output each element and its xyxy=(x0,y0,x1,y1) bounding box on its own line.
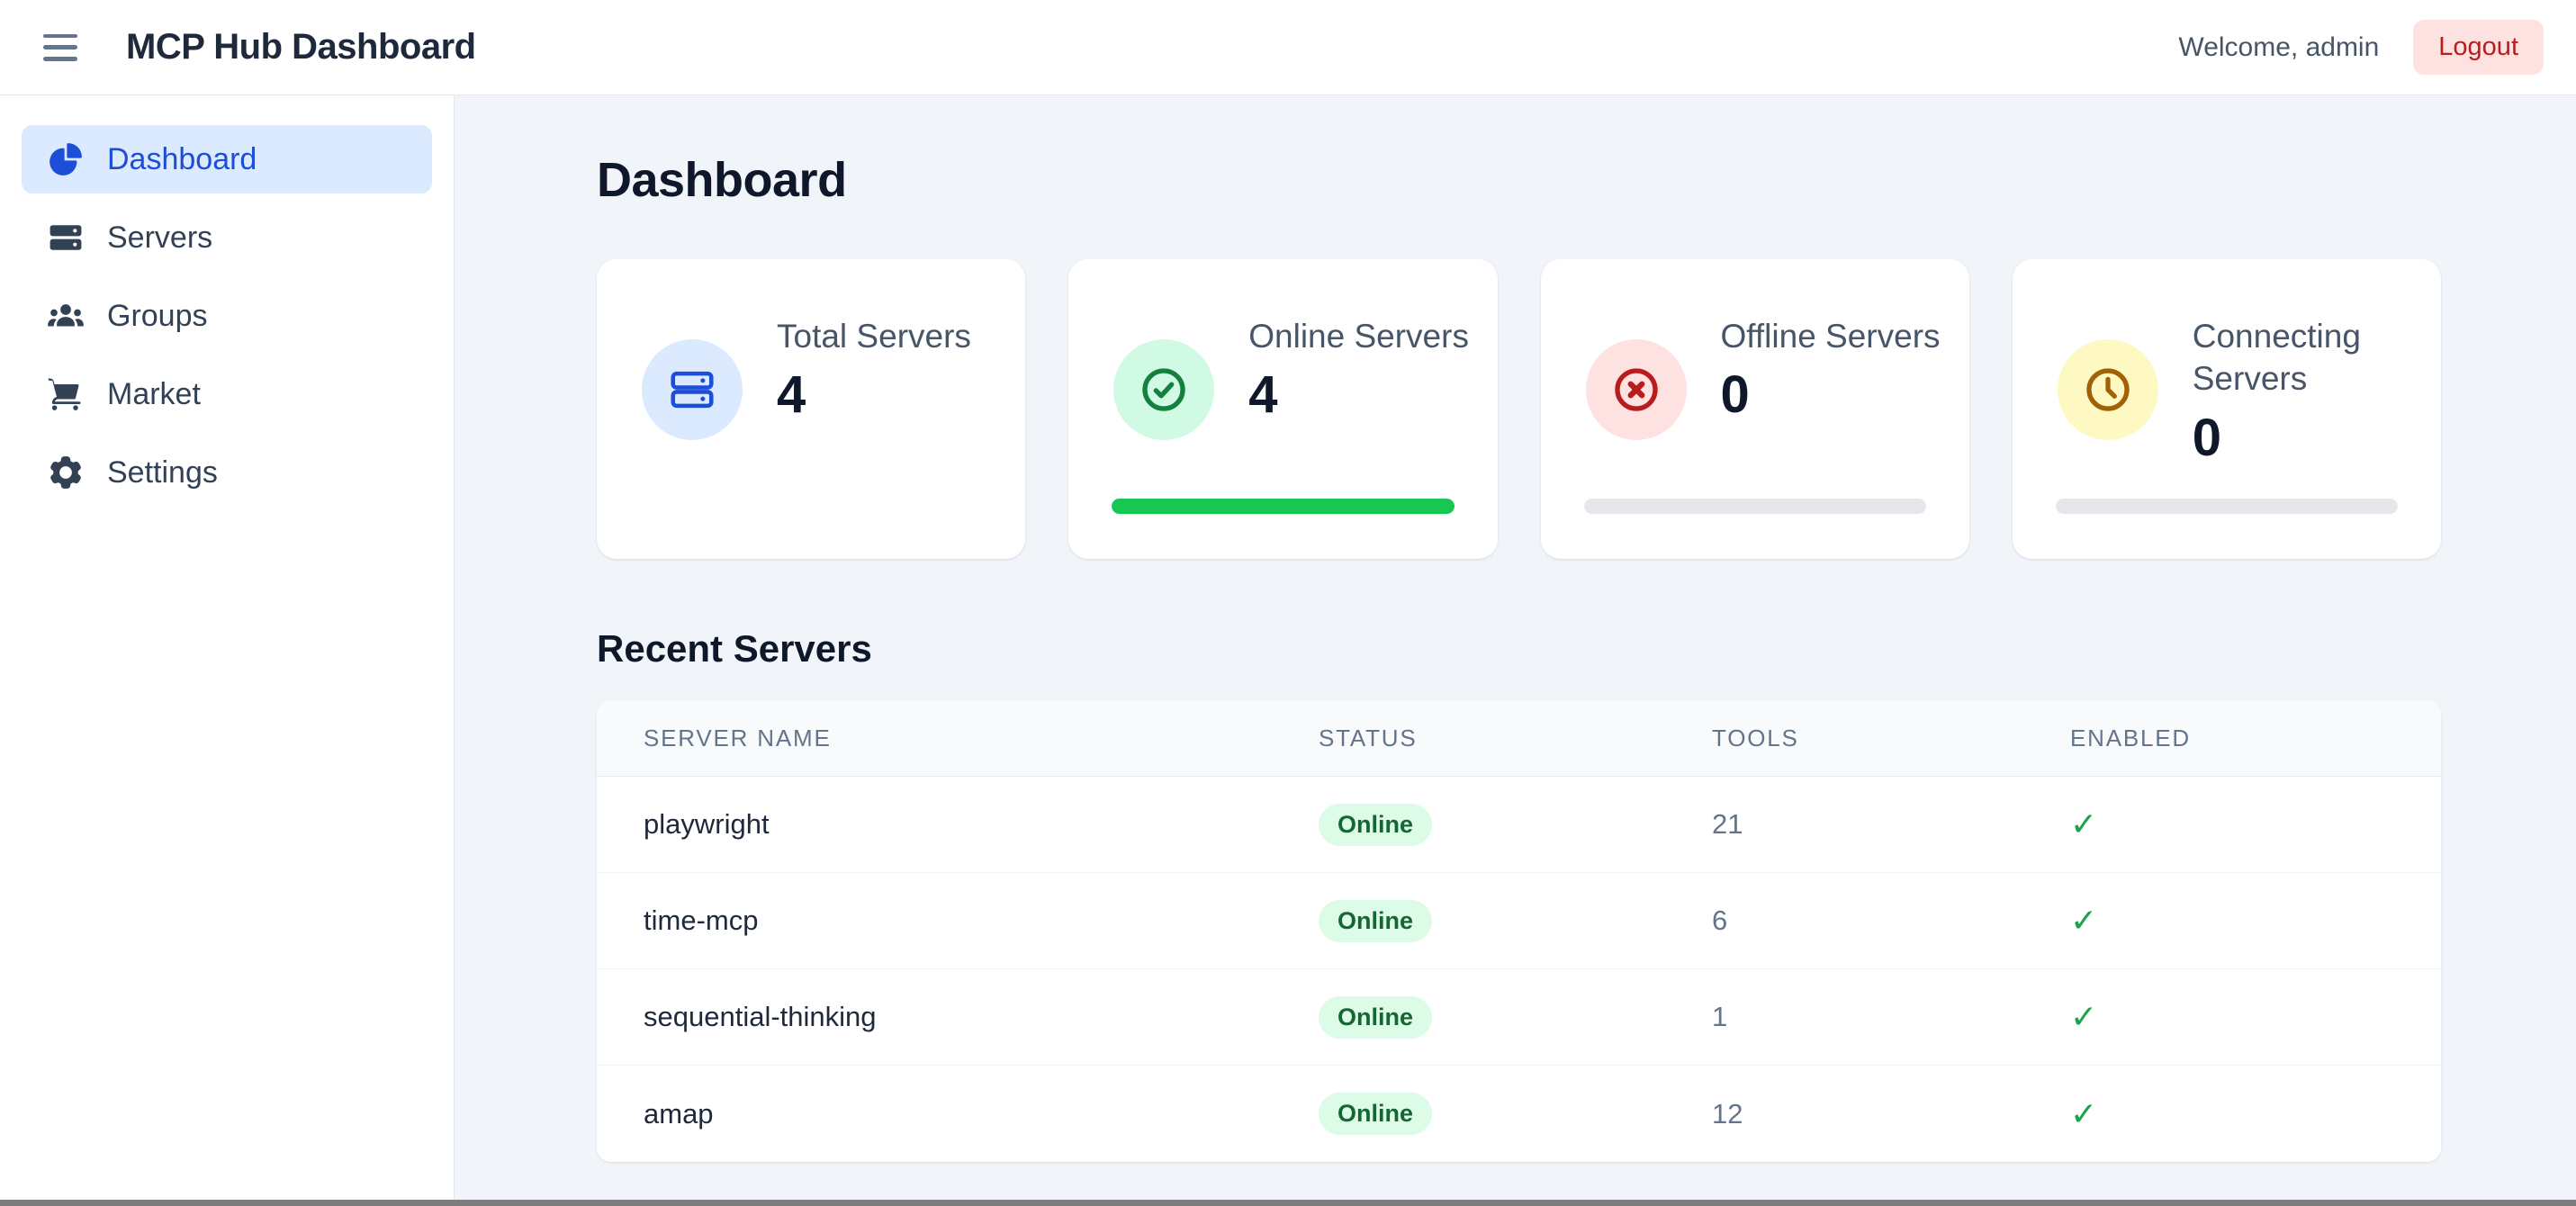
status-badge: Online xyxy=(1319,995,1433,1039)
x-circle-icon xyxy=(1614,368,1658,411)
sidebar-item-label: Groups xyxy=(107,298,208,333)
sidebar-item-dashboard[interactable]: Dashboard xyxy=(22,125,432,194)
stat-icon-badge xyxy=(2057,339,2158,440)
tools-count: 1 xyxy=(1712,1001,1728,1032)
gear-icon xyxy=(50,456,81,489)
stat-label: Offline Servers xyxy=(1720,318,1941,355)
enabled-check-icon: ✓ xyxy=(2070,1094,2098,1132)
stat-card-connecting-servers: Connecting Servers 0 xyxy=(2012,259,2441,559)
server-name: playwright xyxy=(644,808,770,840)
shopping-cart-icon xyxy=(48,378,81,410)
main-content: Dashboard Total Servers 4 xyxy=(455,95,2576,1200)
stat-icon-badge xyxy=(642,339,743,440)
sidebar-item-label: Market xyxy=(107,376,201,411)
sidebar-item-label: Dashboard xyxy=(107,141,257,176)
tools-count: 12 xyxy=(1712,1097,1743,1130)
stat-icon-badge xyxy=(1585,339,1687,440)
stat-card-total-servers: Total Servers 4 xyxy=(597,259,1026,559)
column-header-server-name: Server Name xyxy=(644,724,832,752)
sidebar-item-groups[interactable]: Groups xyxy=(22,282,432,350)
stat-value: 4 xyxy=(1248,365,1278,425)
stat-icon-badge xyxy=(1113,339,1215,440)
horizontal-scrollbar[interactable] xyxy=(0,1200,2576,1206)
tools-count: 6 xyxy=(1712,904,1728,936)
table-header-row: Server Name Status Tools Enabled xyxy=(597,700,2441,777)
table-row: time-mcp Online 6 ✓ xyxy=(597,873,2441,969)
sidebar-item-label: Servers xyxy=(107,220,213,255)
stat-label: Connecting Servers xyxy=(2192,318,2361,398)
column-header-enabled: Enabled xyxy=(2070,724,2191,752)
stat-card-online-servers: Online Servers 4 xyxy=(1068,259,1498,559)
stat-value: 0 xyxy=(2192,408,2222,467)
offline-progress-bar xyxy=(1583,499,1926,514)
sidebar-item-market[interactable]: Market xyxy=(22,360,432,428)
server-name: time-mcp xyxy=(644,904,759,936)
server-name: sequential-thinking xyxy=(644,1001,877,1032)
logout-button[interactable]: Logout xyxy=(2413,20,2544,75)
column-header-tools: Tools xyxy=(1712,724,1799,752)
table-row: sequential-thinking Online 1 ✓ xyxy=(597,969,2441,1066)
status-badge: Online xyxy=(1319,1093,1433,1135)
enabled-check-icon: ✓ xyxy=(2070,806,2098,842)
column-header-status: Status xyxy=(1319,724,1418,752)
connecting-progress-bar xyxy=(2055,499,2398,514)
stat-value: 0 xyxy=(1720,365,1750,425)
stat-card-offline-servers: Offline Servers 0 xyxy=(1540,259,1969,559)
sidebar-item-settings[interactable]: Settings xyxy=(22,438,432,507)
clock-icon xyxy=(2086,368,2130,411)
sidebar-item-servers[interactable]: Servers xyxy=(22,203,432,272)
server-stack-icon xyxy=(50,225,82,250)
sidebar-item-label: Settings xyxy=(107,454,218,490)
tools-count: 21 xyxy=(1712,808,1743,840)
enabled-check-icon: ✓ xyxy=(2070,998,2098,1035)
recent-servers-title: Recent Servers xyxy=(597,627,872,670)
top-bar: MCP Hub Dashboard Welcome, admin Logout xyxy=(0,0,2576,95)
sidebar: Dashboard Servers Groups xyxy=(0,95,455,1200)
server-name: amap xyxy=(644,1097,714,1130)
online-progress-bar xyxy=(1112,499,1455,514)
pie-chart-icon xyxy=(50,143,82,176)
hamburger-menu-icon[interactable] xyxy=(43,33,77,61)
status-badge: Online xyxy=(1319,899,1433,942)
table-row: playwright Online 21 ✓ xyxy=(597,777,2441,873)
server-stack-icon xyxy=(671,371,714,409)
stat-label: Total Servers xyxy=(777,318,971,355)
stat-value: 4 xyxy=(777,365,806,425)
app-title: MCP Hub Dashboard xyxy=(126,27,476,67)
status-badge: Online xyxy=(1319,803,1433,846)
table-row: amap Online 12 ✓ xyxy=(597,1066,2441,1162)
stat-cards: Total Servers 4 Online Servers 4 xyxy=(597,259,2441,559)
enabled-check-icon: ✓ xyxy=(2070,902,2098,939)
check-circle-icon xyxy=(1142,368,1185,411)
page-title: Dashboard xyxy=(597,153,847,207)
recent-servers-table: Server Name Status Tools Enabled playwri… xyxy=(597,700,2441,1162)
stat-label: Online Servers xyxy=(1248,318,1469,355)
welcome-text: Welcome, admin xyxy=(2178,32,2380,62)
users-icon xyxy=(48,304,84,327)
